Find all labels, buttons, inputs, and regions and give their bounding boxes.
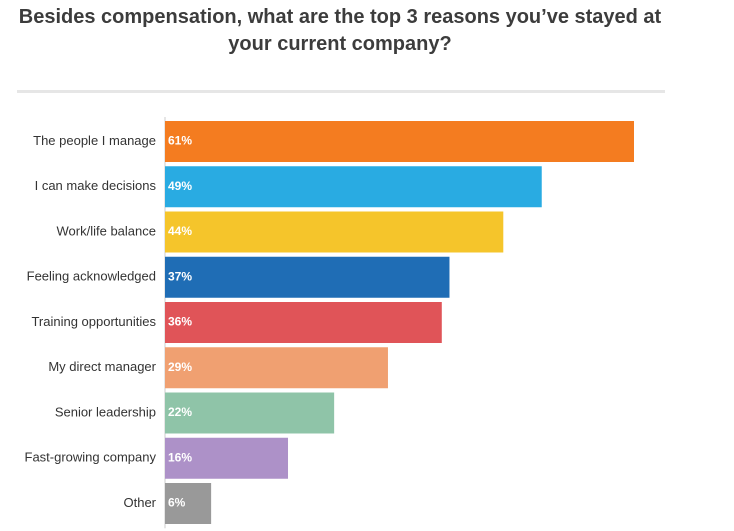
value-label: 49% xyxy=(168,179,192,193)
value-label: 6% xyxy=(168,496,186,510)
value-label: 36% xyxy=(168,315,192,329)
category-label: The people I manage xyxy=(33,133,156,148)
value-label: 16% xyxy=(168,450,192,464)
category-label: Senior leadership xyxy=(55,404,156,419)
bar-work-life-balance xyxy=(165,211,504,253)
category-label: Training opportunities xyxy=(31,314,156,329)
bar-the-people-i-manage xyxy=(165,121,634,162)
bar-i-can-make-decisions xyxy=(165,166,542,208)
category-label: Fast-growing company xyxy=(25,450,157,465)
bar-fast-growing-company xyxy=(165,437,289,479)
category-label: Other xyxy=(123,495,156,510)
bar-training-opportunities xyxy=(165,302,442,343)
category-label: I can make decisions xyxy=(35,178,157,193)
bar-senior-leadership xyxy=(165,392,335,434)
category-label: Work/life balance xyxy=(57,223,156,238)
bars-layer: The people I manage 61% I can make decisio… xyxy=(25,121,634,524)
value-label: 29% xyxy=(168,360,192,374)
bar-other xyxy=(165,483,212,524)
bar-feeling-acknowledged xyxy=(165,256,450,298)
category-label: My direct manager xyxy=(48,359,156,374)
value-label: 44% xyxy=(168,224,192,238)
value-label: 61% xyxy=(168,134,192,148)
title-divider xyxy=(17,90,665,93)
value-label: 22% xyxy=(168,405,192,419)
bar-my-direct-manager xyxy=(165,347,388,389)
chart-title: Besides compensation, what are the top 3… xyxy=(18,6,662,55)
category-label: Feeling acknowledged xyxy=(27,269,156,284)
value-label: 37% xyxy=(168,269,192,283)
